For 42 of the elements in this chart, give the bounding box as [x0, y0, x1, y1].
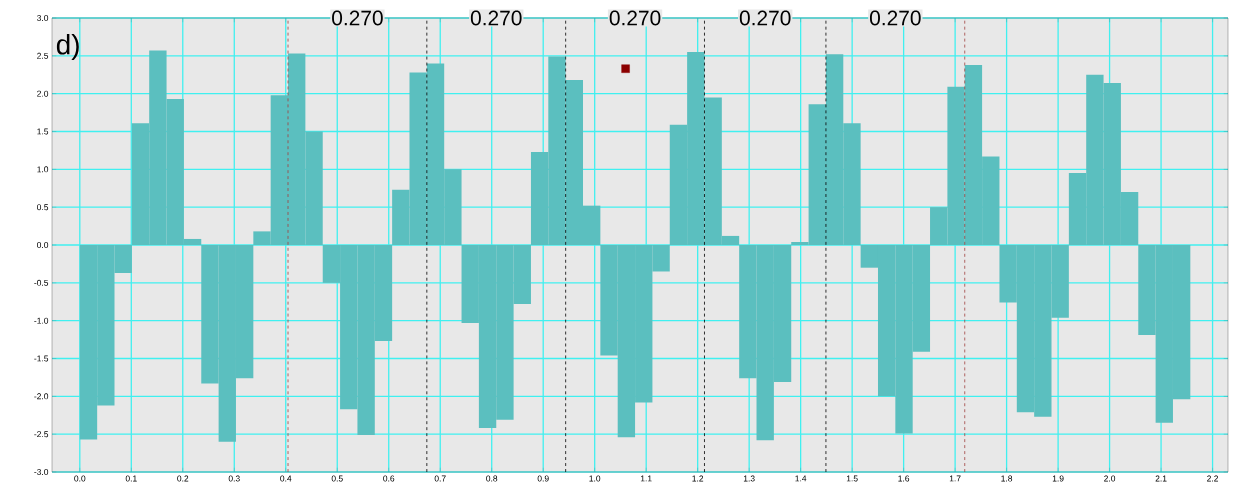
- x-tick-label: 1.1: [640, 475, 652, 482]
- x-tick-label: 0.3: [228, 475, 240, 482]
- x-tick-label: 0.1: [125, 475, 137, 482]
- x-tick-label: 0.7: [434, 475, 446, 482]
- x-tick-label: 0.2: [177, 475, 189, 482]
- y-tick-label: -2.5: [34, 431, 49, 438]
- y-tick-label: -2.0: [34, 393, 49, 400]
- annotation: 0.270: [470, 10, 522, 26]
- y-tick-label: 0.5: [37, 204, 49, 211]
- x-tick-label: 0.6: [383, 475, 395, 482]
- annotation: 0.270: [609, 10, 661, 26]
- annotation: 0.270: [739, 10, 791, 26]
- y-tick-label: 0.0: [37, 242, 49, 248]
- y-tick-label: -1.5: [34, 355, 49, 362]
- x-tick-label: 2.0: [1104, 475, 1116, 482]
- y-tick-label: 1.0: [37, 166, 49, 173]
- x-tick-label: 1.3: [743, 475, 755, 482]
- x-tick-label: 1.5: [846, 475, 858, 482]
- annotation: d): [56, 34, 79, 61]
- x-tick-label: 0.0: [74, 475, 86, 482]
- x-tick-label: 0.9: [537, 475, 549, 482]
- y-tick-label: -0.5: [34, 279, 49, 286]
- y-tick-label: 2.0: [37, 90, 49, 97]
- x-tick-label: 0.5: [331, 475, 343, 482]
- y-tick-label: -3.0: [34, 469, 49, 475]
- x-tick-label: 2.1: [1155, 475, 1167, 482]
- y-tick-label: 1.5: [37, 128, 49, 135]
- x-tick-label: 1.4: [795, 475, 807, 482]
- annotation: 0.270: [332, 10, 383, 26]
- annotation: 0.270: [869, 10, 921, 26]
- y-tick-label: 3.0: [37, 15, 49, 21]
- x-tick-label: 0.8: [486, 475, 498, 482]
- y-tick-label: -1.0: [34, 317, 49, 324]
- x-tick-label: 1.7: [949, 475, 961, 482]
- y-tick-label: 2.5: [37, 52, 49, 59]
- x-tick-label: 1.8: [1001, 475, 1013, 482]
- x-tick-label: 1.0: [589, 475, 601, 482]
- x-tick-label: 1.2: [692, 475, 704, 482]
- x-tick-label: 0.4: [280, 475, 292, 482]
- x-tick-label: 2.2: [1207, 475, 1219, 482]
- x-tick-label: 1.9: [1052, 475, 1064, 482]
- x-tick-label: 1.6: [898, 475, 910, 482]
